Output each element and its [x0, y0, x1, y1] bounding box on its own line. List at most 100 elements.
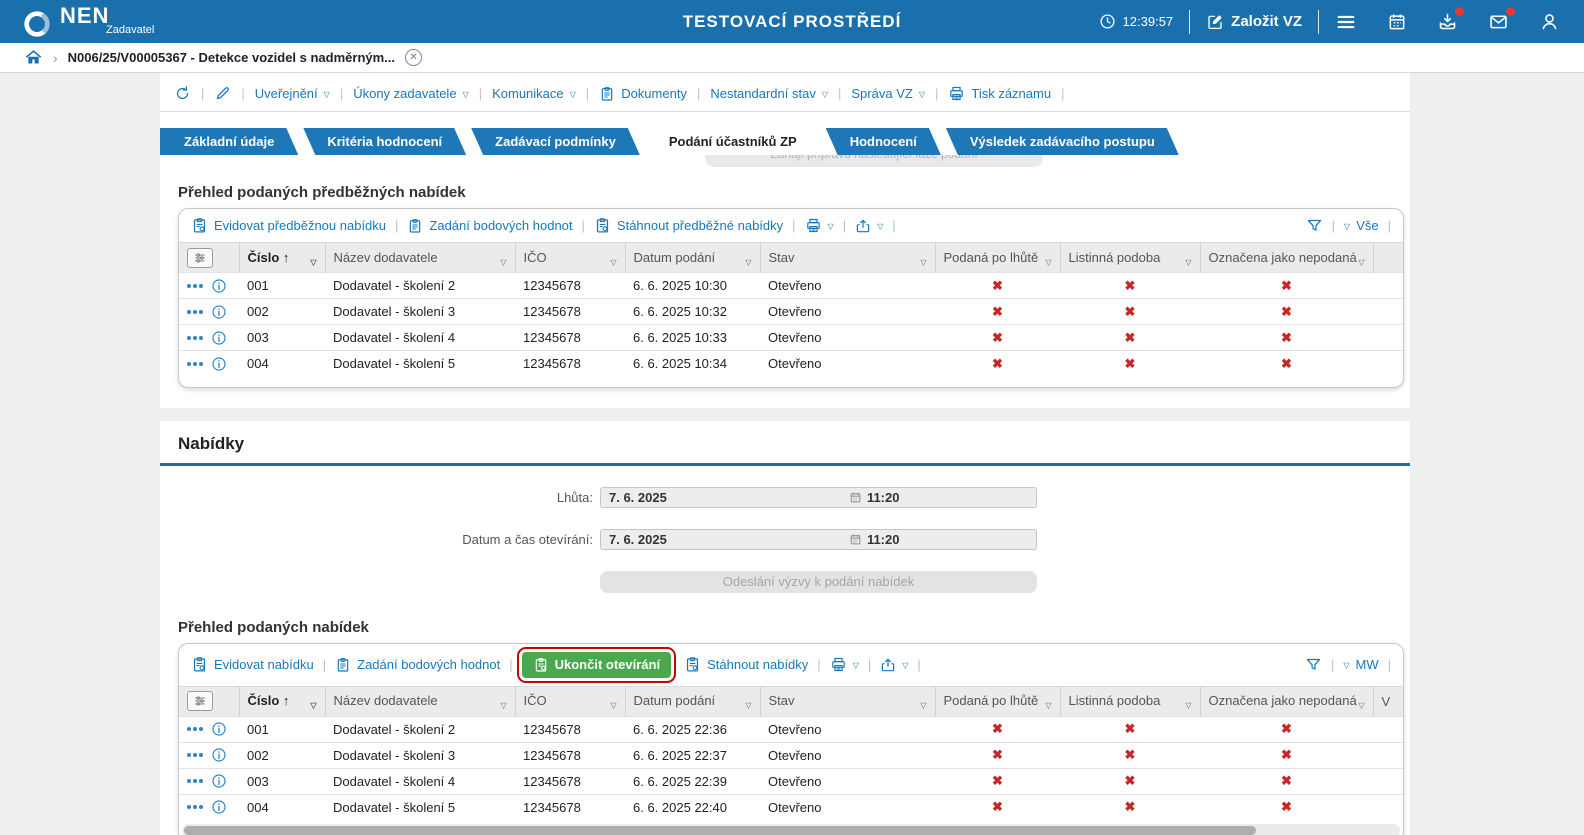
filter-preset-value: MW [1355, 657, 1379, 672]
chevron-down-icon: ▽ [821, 89, 828, 99]
stahnout-predbezne-nabidky-button[interactable]: Stáhnout předběžné nabídky [594, 217, 783, 234]
home-button[interactable] [24, 48, 43, 67]
scrollbar-thumb[interactable] [184, 826, 1256, 835]
row-menu-button[interactable] [187, 309, 203, 314]
col-datum[interactable]: Datum podání ▽ [625, 242, 761, 273]
x-mark-icon: ✖ [992, 329, 1003, 345]
col-stav[interactable]: Stav ▽ [760, 685, 936, 716]
col-listinna[interactable]: Listinná podoba ▽ [1060, 242, 1201, 273]
breadcrumb-chevron: › [53, 49, 58, 66]
x-mark-icon: ✖ [1124, 329, 1136, 345]
zadani-bodovych-hodnot-button-2[interactable]: Zadání bodových hodnot [335, 657, 500, 673]
messages-button[interactable] [1488, 7, 1515, 32]
tab-tooltip-clipped: Zahájí přípravu následující fáze podání [705, 155, 1043, 167]
row-menu-button[interactable] [187, 335, 203, 340]
info-icon[interactable] [211, 799, 227, 815]
chevron-down-icon: ▽ [827, 221, 834, 231]
otevirani-time-value: 11:20 [866, 531, 900, 547]
clock: 12:39:57 [1099, 13, 1173, 30]
x-mark-icon: ✖ [1124, 747, 1136, 762]
col-cislo[interactable]: Číslo ↑ ▽ [239, 242, 326, 273]
clipboard-download-icon [684, 656, 701, 673]
row-menu-button[interactable] [187, 361, 203, 366]
info-icon[interactable] [211, 304, 227, 320]
stahnout-nabidky-button[interactable]: Stáhnout nabídky [684, 656, 808, 673]
col-nepodana[interactable]: Označena jako nepodaná ▽ [1200, 685, 1374, 716]
main-menu-button[interactable] [1335, 11, 1357, 33]
create-vz-button[interactable]: Založit VZ [1206, 13, 1302, 31]
close-icon: ✕ [409, 52, 418, 63]
otevirani-field[interactable]: 7. 6. 2025 11:20 [600, 528, 1037, 550]
calendar-button[interactable] [1387, 12, 1407, 32]
export-table-button[interactable]: ▽ [855, 218, 883, 234]
col-po-lhute[interactable]: Podaná po lhůtě ▽ [935, 685, 1061, 716]
close-record-button[interactable]: ✕ [405, 49, 423, 66]
menu-komunikace[interactable]: Komunikace ▽ [492, 86, 576, 101]
lhuta-field[interactable]: 7. 6. 2025 11:20 [600, 486, 1037, 508]
print-table-button[interactable]: ▽ [805, 217, 834, 234]
history-button[interactable] [174, 85, 191, 102]
profile-button[interactable] [1539, 11, 1560, 32]
info-icon[interactable] [211, 747, 227, 763]
column-config-button[interactable] [187, 691, 213, 711]
col-nepodana[interactable]: Označena jako nepodaná ▽ [1200, 242, 1374, 273]
menu-ukony-zadavatele[interactable]: Úkony zadavatele ▽ [353, 86, 469, 101]
sort-asc-icon: ↑ [282, 249, 290, 265]
clipboard-icon [407, 218, 423, 234]
print-table-button-2[interactable]: ▽ [830, 656, 859, 673]
col-stav[interactable]: Stav ▽ [760, 242, 936, 273]
horizontal-scrollbar[interactable] [182, 824, 1400, 835]
nen-logo[interactable]: NEN Zadavatel [22, 4, 154, 39]
menu-nestandardni-stav[interactable]: Nestandardní stav ▽ [710, 86, 828, 101]
filter-preset-select[interactable]: ▽ Vše [1344, 218, 1379, 233]
tab-zakladni-udaje[interactable]: Základní údaje [160, 128, 298, 155]
print-record-button[interactable]: Tisk záznamu [948, 85, 1051, 102]
x-mark-icon: ✖ [1281, 355, 1292, 371]
info-icon[interactable] [211, 773, 227, 789]
menu-dokumenty[interactable]: Dokumenty [599, 86, 687, 102]
table-row: 002 Dodavatel - školení 3 12345678 6. 6. 20… [179, 741, 1403, 768]
menu-sprava-vz[interactable]: Správa VZ ▽ [851, 86, 925, 101]
col-datum[interactable]: Datum podání ▽ [625, 685, 761, 716]
filter-button-2[interactable] [1305, 656, 1322, 673]
row-menu-button[interactable] [187, 805, 203, 810]
export-table-button-2[interactable]: ▽ [880, 657, 908, 673]
tab-hodnoceni[interactable]: Hodnocení [826, 128, 941, 155]
info-icon[interactable] [211, 356, 227, 372]
printer-icon [948, 85, 965, 102]
tab-kriteria-hodnoceni[interactable]: Kritéria hodnocení [303, 128, 466, 155]
tab-podani-ucastniku-zp[interactable]: Podání účastníků ZP [645, 128, 821, 155]
record-toolbar: | | Uveřejnění ▽ | Úkony zadavatele ▽ | Ko… [160, 85, 1410, 112]
col-nazev[interactable]: Název dodavatele ▽ [325, 685, 516, 716]
row-menu-button[interactable] [187, 779, 203, 783]
col-ico[interactable]: IČO ▽ [515, 685, 626, 716]
info-icon[interactable] [211, 330, 227, 346]
filter-preset-select-2[interactable]: ▽ MW [1343, 657, 1378, 672]
evidovat-predbeznou-nabidku-button[interactable]: Evidovat předběžnou nabídku [191, 217, 386, 234]
tab-zadavaci-podminky[interactable]: Zadávací podmínky [471, 128, 640, 155]
breadcrumb-record[interactable]: N006/25/V00005367 - Detekce vozidel s na… [67, 50, 396, 65]
row-menu-button[interactable] [187, 753, 203, 757]
inbox-button[interactable] [1437, 7, 1464, 32]
col-extra-clipped[interactable]: V [1373, 685, 1403, 716]
row-menu-button[interactable] [187, 283, 203, 288]
col-ico[interactable]: IČO ▽ [515, 242, 626, 273]
x-mark-icon: ✖ [1124, 277, 1136, 293]
row-menu-button[interactable] [187, 727, 203, 731]
evidovat-nabidku-button[interactable]: Evidovat nabídku [191, 656, 314, 673]
column-config-button[interactable] [187, 247, 213, 268]
info-icon[interactable] [211, 278, 227, 294]
menu-uverejneni[interactable]: Uveřejnění ▽ [254, 86, 330, 101]
col-listinna[interactable]: Listinná podoba ▽ [1060, 685, 1201, 716]
col-cislo[interactable]: Číslo ↑ ▽ [239, 685, 326, 716]
col-po-lhute[interactable]: Podaná po lhůtě ▽ [935, 242, 1061, 273]
edit-record-button[interactable] [214, 85, 231, 102]
info-icon[interactable] [211, 721, 227, 737]
tab-vysledek-zadavaciho-postupu[interactable]: Výsledek zadávacího postupu [946, 128, 1179, 155]
zadani-bodovych-hodnot-button[interactable]: Zadání bodových hodnot [407, 218, 573, 234]
clock-icon [1099, 13, 1116, 30]
col-nazev[interactable]: Název dodavatele ▽ [325, 242, 516, 273]
edit-square-icon [1206, 13, 1224, 31]
ukoncit-otevirani-button[interactable]: Ukončit otevírání [516, 646, 677, 683]
filter-button[interactable] [1306, 217, 1323, 234]
